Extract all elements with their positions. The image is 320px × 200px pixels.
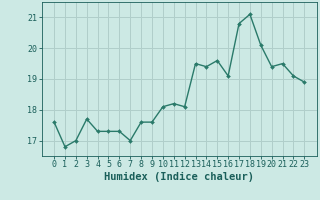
X-axis label: Humidex (Indice chaleur): Humidex (Indice chaleur): [104, 172, 254, 182]
